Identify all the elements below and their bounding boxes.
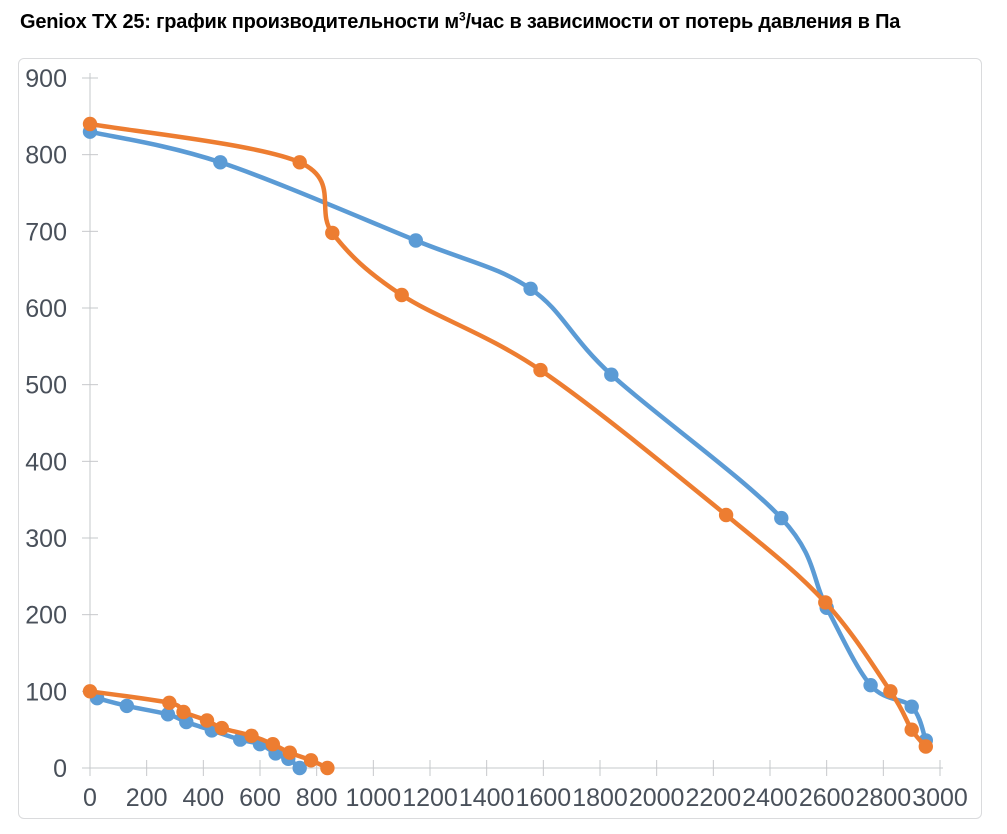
x-tick-label: 2600: [799, 784, 855, 812]
series-orange-lower-marker: [320, 760, 335, 776]
series-orange-upper-marker: [292, 155, 307, 170]
y-tick-label: 500: [25, 372, 67, 400]
series-orange-upper-marker: [394, 287, 409, 303]
y-tick-label: 800: [25, 142, 67, 170]
series-orange-lower-marker: [244, 728, 259, 743]
y-tick-label: 600: [25, 295, 67, 323]
chart-title-prefix: Geniox TX 25: график производительности …: [20, 11, 459, 33]
chart-title: Geniox TX 25: график производительности …: [20, 9, 901, 34]
series-orange-upper-marker: [82, 116, 98, 132]
y-tick-label: 700: [25, 218, 67, 246]
x-tick-label: 600: [239, 784, 281, 812]
x-tick-label: 1800: [572, 784, 628, 812]
series-orange-upper-marker: [818, 595, 833, 610]
chart-title-suffix: /час в зависимости от потерь давления в …: [465, 11, 901, 33]
series-orange-lower-marker: [162, 695, 177, 710]
series-orange-lower-marker: [82, 684, 98, 699]
chart-title-superscript: 3: [459, 9, 466, 24]
series-orange-upper-line: [87, 121, 929, 749]
x-tick-label: 1200: [402, 784, 458, 812]
y-tick-label: 400: [25, 448, 67, 476]
y-tick-label: 900: [25, 65, 67, 93]
chart-area: 0 100 200 300 400 500 600 700 800 900 0 200 400 600 80…: [18, 58, 982, 819]
series-orange-upper-marker: [904, 722, 919, 737]
x-tick-label: 400: [182, 784, 224, 812]
series-orange-lower-marker: [282, 745, 297, 760]
x-tick-label: 2200: [686, 784, 742, 812]
series-blue-upper-marker: [408, 233, 423, 248]
x-tick-label: 2400: [742, 784, 798, 812]
series-blue-lower-marker: [119, 698, 134, 714]
performance-chart-svg: 0 100 200 300 400 500 600 700 800 900 0 200 400 600 80…: [25, 65, 968, 812]
y-tick-label: 300: [25, 525, 67, 553]
series-orange-lower-marker: [199, 713, 215, 728]
x-tick-label: 1600: [516, 784, 572, 812]
x-tick-label: 800: [296, 784, 338, 812]
x-tick-label: 1400: [459, 784, 515, 812]
series-blue-upper-marker: [904, 699, 919, 714]
series-orange-upper-marker: [325, 225, 340, 241]
series-blue-upper-line: [87, 129, 929, 743]
series-orange-lower-marker: [214, 720, 229, 736]
series-orange-upper-marker: [918, 739, 933, 754]
series-orange-upper-marker: [883, 684, 898, 699]
series-orange-upper-marker: [718, 507, 734, 523]
series-blue-lower-marker: [160, 707, 176, 722]
series-blue-upper-marker: [213, 155, 228, 170]
x-tick-label: 0: [83, 784, 97, 812]
series-blue-upper-marker: [774, 510, 789, 526]
series-orange-lower-marker: [303, 753, 319, 768]
y-tick-label: 0: [53, 755, 67, 783]
series-orange-lower-marker: [265, 737, 280, 752]
x-tick-label: 2000: [629, 784, 685, 812]
x-tick-label: 200: [126, 784, 168, 812]
series-blue-lower-marker: [292, 760, 307, 776]
y-tick-label: 200: [25, 602, 67, 630]
series-blue-upper-marker: [863, 678, 878, 693]
series-blue-upper-marker: [523, 281, 538, 296]
series-orange-lower-marker: [176, 704, 191, 720]
series-blue-upper-marker: [604, 367, 619, 382]
x-tick-label: 1000: [346, 784, 402, 812]
series-orange-upper-marker: [533, 362, 548, 378]
y-tick-label: 100: [25, 678, 67, 706]
x-tick-label: 2800: [856, 784, 912, 812]
x-tick-label: 3000: [912, 784, 968, 812]
